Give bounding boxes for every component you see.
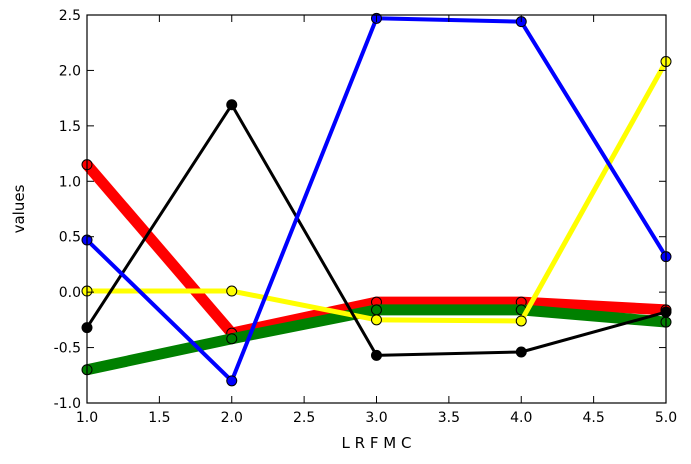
x-tick-label: 3.5 <box>438 410 460 426</box>
y-tick-label: 2.0 <box>59 63 81 79</box>
plot-frame <box>86 14 667 404</box>
y-axis-title: values <box>10 184 28 233</box>
y-tick-label: 0.5 <box>59 230 81 246</box>
x-tick-label: 5.0 <box>655 410 677 426</box>
series-3-point <box>515 346 527 358</box>
x-tick-label: 1.0 <box>76 410 98 426</box>
y-tick-label: -1.0 <box>54 396 81 412</box>
y-tick-label: -0.5 <box>54 341 81 357</box>
ticks-layer: 1.0 1.5 2.0 2.5 3.0 3.5 4.0 4.5 5.0 -1.0 -0.5 0.0 0.… <box>54 8 677 426</box>
x-axis-title: L R F M C <box>342 434 412 452</box>
x-tick-label: 2.0 <box>221 410 243 426</box>
x-tick-label: 4.0 <box>510 410 532 426</box>
series-layer <box>81 12 672 387</box>
x-tick-label: 3.0 <box>365 410 387 426</box>
y-tick-label: 2.5 <box>59 8 81 24</box>
series-4-line <box>85 16 668 383</box>
y-tick-label: 1.0 <box>59 174 81 190</box>
series-1-point <box>371 304 382 316</box>
series-1 <box>81 304 672 376</box>
series-2 <box>81 56 672 327</box>
y-tick-label: 0.0 <box>59 285 81 301</box>
y-tick-label: 1.5 <box>59 119 81 135</box>
series-3-point <box>371 349 382 361</box>
x-tick-label: 4.5 <box>582 410 604 426</box>
series-2-point <box>226 285 238 297</box>
series-4-point <box>226 375 238 387</box>
series-2-point <box>515 315 527 327</box>
series-1-point <box>226 333 238 345</box>
series-2-point <box>371 314 382 326</box>
x-tick-label: 2.5 <box>293 410 315 426</box>
series-3-point <box>226 99 238 111</box>
x-tick-label: 1.5 <box>148 410 170 426</box>
series-3 <box>81 99 672 361</box>
